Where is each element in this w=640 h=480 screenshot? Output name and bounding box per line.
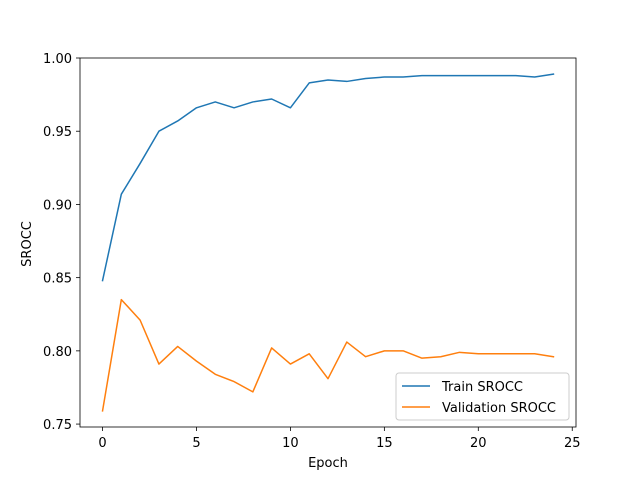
legend-label-1: Validation SROCC	[442, 401, 556, 416]
legend-label-0: Train SROCC	[441, 380, 523, 395]
x-tick-label: 10	[282, 436, 299, 451]
y-tick-label: 0.90	[43, 198, 72, 213]
x-tick-label: 15	[376, 436, 393, 451]
plot-frame	[79, 57, 577, 428]
y-tick-label: 0.80	[43, 345, 72, 360]
series-line-1	[101, 298, 555, 412]
legend-box	[395, 372, 570, 421]
y-tick-label: 1.00	[43, 52, 72, 67]
y-tick-label: 0.85	[43, 272, 72, 287]
x-tick-label: 20	[470, 436, 487, 451]
x-tick-label: 5	[192, 436, 200, 451]
y-axis-label: SROCC	[20, 221, 35, 267]
y-tick-label: 0.75	[43, 418, 72, 433]
series-line-0	[101, 73, 555, 282]
x-axis-label: Epoch	[308, 456, 348, 471]
x-tick-label: 25	[564, 436, 581, 451]
x-tick-label: 0	[98, 436, 106, 451]
y-tick-label: 0.95	[43, 125, 72, 140]
